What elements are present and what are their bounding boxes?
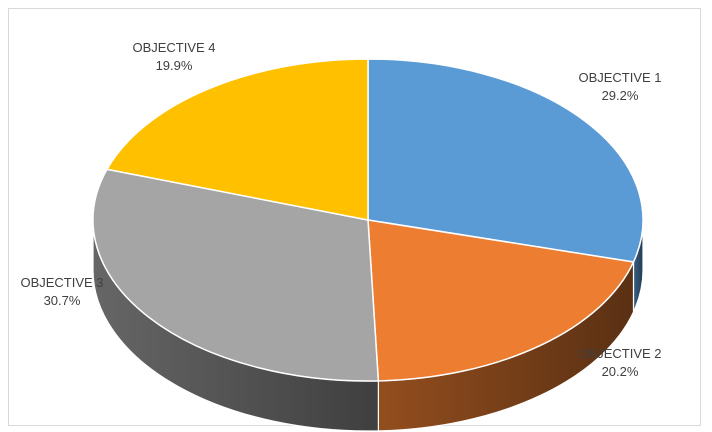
- data-label-category: OBJECTIVE 1: [578, 70, 661, 85]
- data-label-1: OBJECTIVE 1 29.2%: [578, 70, 661, 103]
- data-label-3: OBJECTIVE 3 30.7%: [20, 275, 103, 308]
- data-label-value: 30.7%: [44, 293, 81, 308]
- data-label-value: 20.2%: [602, 364, 639, 379]
- data-label-4: OBJECTIVE 4 19.9%: [132, 40, 215, 73]
- slice-3: [92, 168, 380, 382]
- data-labels: OBJECTIVE 1 29.2%OBJECTIVE 2 20.2%OBJECTIV…: [20, 40, 661, 379]
- data-label-value: 19.9%: [156, 58, 193, 73]
- data-label-category: OBJECTIVE 4: [132, 40, 215, 55]
- slice-2: [367, 219, 635, 382]
- slice-4: [105, 58, 369, 221]
- data-label-category: OBJECTIVE 2: [578, 346, 661, 361]
- data-label-2: OBJECTIVE 2 20.2%: [578, 346, 661, 379]
- data-label-category: OBJECTIVE 3: [20, 275, 103, 290]
- slice-1: [367, 58, 644, 263]
- pie-slices: [92, 58, 644, 382]
- data-label-value: 29.2%: [602, 88, 639, 103]
